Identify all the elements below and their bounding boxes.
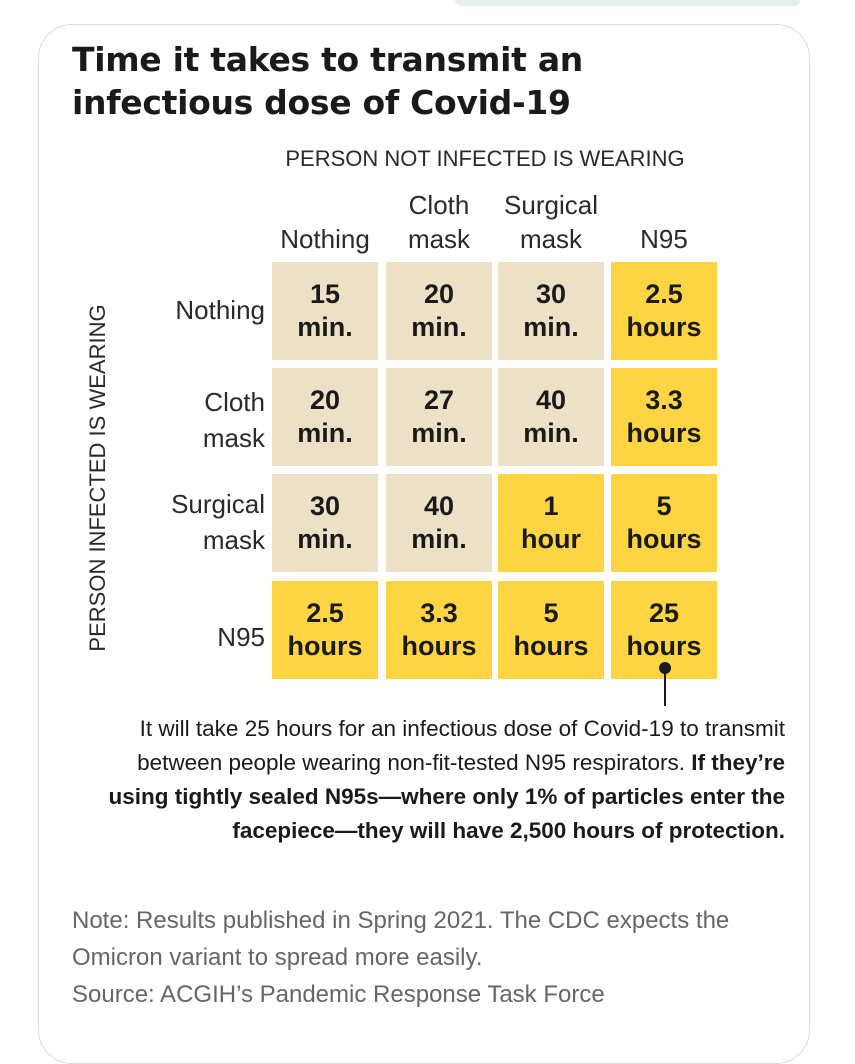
- cell-value: 1: [543, 491, 559, 521]
- column-label: Cloth mask: [407, 190, 471, 254]
- cell-value: 40: [535, 385, 567, 415]
- cell-unit: hours: [626, 631, 702, 661]
- matrix-cell: 20 min.: [272, 368, 378, 466]
- cell-value: 3.3: [645, 385, 683, 415]
- matrix-cell: 40 min.: [386, 474, 492, 572]
- column-label: Surgical mask: [504, 190, 598, 254]
- cell-unit: min.: [411, 524, 467, 554]
- cell-value: 40: [423, 491, 455, 521]
- cell-unit: min.: [297, 312, 353, 342]
- row-label: N95: [217, 622, 265, 652]
- annotation-bold: If they’re using tightly sealed N95s—whe…: [108, 750, 785, 843]
- row-label: Cloth mask: [202, 387, 265, 453]
- cell-value: 20: [309, 385, 341, 415]
- cell-unit: hours: [626, 418, 702, 448]
- cell-unit: min.: [411, 418, 467, 448]
- matrix-cell: 2.5 hours: [611, 262, 717, 360]
- cell-unit: hour: [521, 524, 581, 554]
- matrix-cell: 30 min.: [272, 474, 378, 572]
- column-label: N95: [640, 224, 688, 254]
- cell-value: 30: [535, 279, 567, 309]
- matrix-cell: 40 min.: [498, 368, 604, 466]
- cell-value: 5: [543, 598, 559, 628]
- cell-unit: min.: [523, 418, 579, 448]
- cell-value: 3.3: [420, 598, 458, 628]
- matrix-cell: 15 min.: [272, 262, 378, 360]
- cell-unit: hours: [626, 524, 702, 554]
- matrix-cell: 5 hours: [611, 474, 717, 572]
- cell-value: 27: [423, 385, 455, 415]
- cell-value: 15: [309, 279, 341, 309]
- row-label: Nothing: [175, 295, 265, 325]
- matrix-cell: 1 hour: [498, 474, 604, 572]
- cell-value: 2.5: [306, 598, 344, 628]
- cell-unit: hours: [626, 312, 702, 342]
- cell-value: 5: [656, 491, 672, 521]
- matrix-cell: 20 min.: [386, 262, 492, 360]
- cell-unit: hours: [401, 631, 477, 661]
- cell-unit: min.: [411, 312, 467, 342]
- cell-unit: min.: [297, 418, 353, 448]
- matrix-cell: 30 min.: [498, 262, 604, 360]
- row-axis-label: PERSON INFECTED IS WEARING: [85, 304, 110, 652]
- matrix-cell: 3.3 hours: [386, 581, 492, 679]
- cell-value: 20: [423, 279, 455, 309]
- callout-line: [664, 668, 666, 706]
- cell-unit: hours: [513, 631, 589, 661]
- source-text: Source: ACGIH’s Pandemic Response Task F…: [72, 981, 605, 1008]
- note-block: Note: Results published in Spring 2021. …: [72, 902, 792, 1013]
- cell-value: 2.5: [645, 279, 683, 309]
- annotation-text: It will take 25 hours for an infectious …: [85, 712, 785, 848]
- chart-title: Time it takes to transmit an infectious …: [72, 40, 583, 122]
- matrix-cell: 5 hours: [498, 581, 604, 679]
- column-axis-label: PERSON NOT INFECTED IS WEARING: [285, 146, 685, 171]
- cell-unit: min.: [523, 312, 579, 342]
- cell-unit: hours: [287, 631, 363, 661]
- matrix-cell: 27 min.: [386, 368, 492, 466]
- annotation-normal: It will take 25 hours for an infectious …: [137, 716, 785, 775]
- top-edge-bar: [455, 0, 800, 6]
- cell-value: 25: [648, 598, 680, 628]
- cell-unit: min.: [297, 524, 353, 554]
- matrix-cell: 2.5 hours: [272, 581, 378, 679]
- column-label: Nothing: [280, 224, 370, 254]
- matrix-cell: 3.3 hours: [611, 368, 717, 466]
- cell-value: 30: [309, 491, 341, 521]
- note-text: Note: Results published in Spring 2021. …: [72, 907, 730, 971]
- row-label: Surgical mask: [171, 489, 265, 555]
